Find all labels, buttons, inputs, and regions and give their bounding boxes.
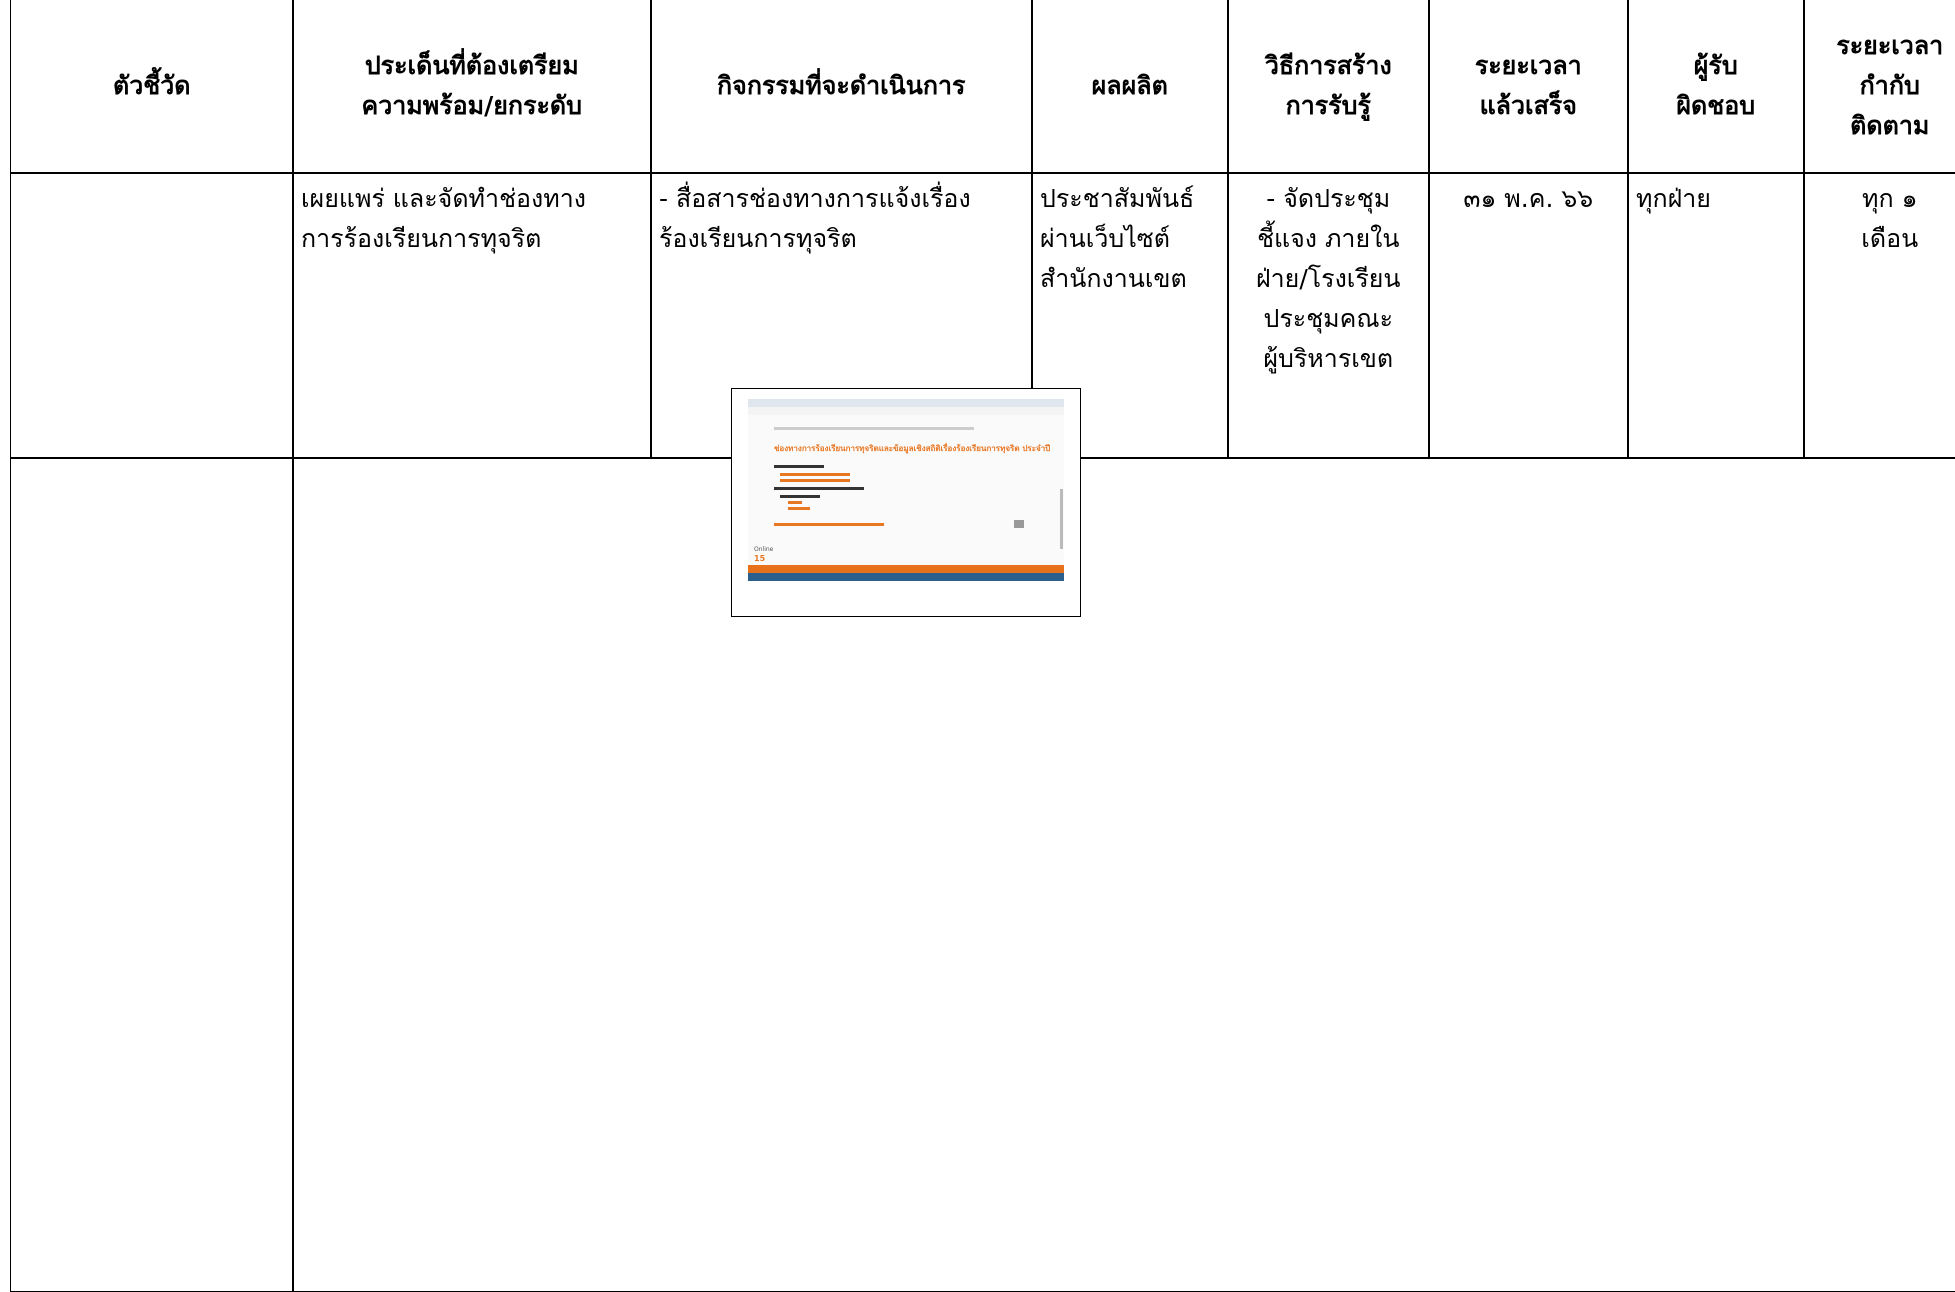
cell-line: ตัวชี้วัด <box>112 70 191 100</box>
cell-line: ผิดชอบ <box>1676 90 1756 120</box>
text-line <box>774 465 824 468</box>
text-line <box>788 501 802 504</box>
cell-line: ทุกฝ่าย <box>1636 184 1711 213</box>
cell-line: การร้องเรียนการทุจริต <box>301 224 542 253</box>
cell-line: ระยะเวลา <box>1836 30 1944 60</box>
header-cell: ประเด็นที่ต้องเตรียมความพร้อม/ยกระดับ <box>292 0 652 174</box>
share-bar <box>774 523 884 526</box>
screenshot-frame <box>748 399 1064 581</box>
cell-line: - จัดประชุม <box>1266 184 1391 213</box>
table-cell: ประชาสัมพันธ์ผ่านเว็บไซต์สำนักงานเขต <box>1031 172 1229 459</box>
cell-line: ผลผลิต <box>1091 70 1168 100</box>
taskbar <box>748 573 1064 581</box>
text-line <box>780 473 850 476</box>
text-line <box>774 487 864 490</box>
header-cell: วิธีการสร้างการรับรู้ <box>1227 0 1430 174</box>
cell-line: ระยะเวลา <box>1474 50 1582 80</box>
cell-line: แล้วเสร็จ <box>1479 90 1577 120</box>
cell-line: วิธีการสร้าง <box>1264 50 1392 80</box>
breadcrumb <box>774 427 974 430</box>
cell-line: ร้องเรียนการทุจริต <box>659 224 857 253</box>
table-cell <box>10 172 294 459</box>
table-cell <box>292 457 1955 1292</box>
text-line <box>780 495 820 498</box>
table-cell: - จัดประชุมชี้แจง ภายในฝ่าย/โรงเรียนประช… <box>1227 172 1430 459</box>
table-cell: - สื่อสารช่องทางการแจ้งเรื่องร้องเรียนกา… <box>650 172 1033 459</box>
cell-line: ทุก ๑ <box>1862 184 1918 213</box>
header-cell: ตัวชี้วัด <box>10 0 294 174</box>
footer-bar <box>748 565 1064 575</box>
scrollbar <box>1060 489 1063 549</box>
header-cell: กิจกรรมที่จะดำเนินการ <box>650 0 1033 174</box>
cell-line: ประชุมคณะ <box>1263 304 1394 333</box>
cell-line: กิจกรรมที่จะดำเนินการ <box>717 70 966 100</box>
header-cell: ระยะเวลาแล้วเสร็จ <box>1428 0 1629 174</box>
cell-line: ติดตาม <box>1850 110 1930 140</box>
cell-line: เดือน <box>1861 224 1919 253</box>
cell-line: ผู้รับ <box>1693 50 1738 80</box>
cell-line: ชี้แจง ภายใน <box>1257 224 1400 253</box>
table-cell <box>10 457 294 1292</box>
cell-line: - สื่อสารช่องทางการแจ้งเรื่อง <box>659 184 971 213</box>
embedded-screenshot: ช่องทางการร้องเรียนการทุจริตและข้อมูลเชิ… <box>731 388 1081 617</box>
text-line <box>788 507 810 510</box>
screenshot-title: ช่องทางการร้องเรียนการทุจริตและข้อมูลเชิ… <box>774 444 1051 453</box>
browser-tabs <box>748 399 1064 407</box>
header-cell: ผลผลิต <box>1031 0 1229 174</box>
header-cell: ระยะเวลากำกับติดตาม <box>1803 0 1955 174</box>
cell-line: เผยแพร่ และจัดทำช่องทาง <box>301 184 586 213</box>
cell-line: สำนักงานเขต <box>1040 264 1187 293</box>
table-cell: ทุกฝ่าย <box>1627 172 1805 459</box>
cell-line: ประชาสัมพันธ์ <box>1040 184 1195 213</box>
cell-line: การรับรู้ <box>1285 90 1371 120</box>
cell-line: ๓๑ พ.ค. ๖๖ <box>1463 184 1594 213</box>
header-cell: ผู้รับผิดชอบ <box>1627 0 1805 174</box>
online-count: 15 <box>754 554 766 563</box>
table-cell: ทุก ๑เดือน <box>1803 172 1955 459</box>
cell-line: ฝ่าย/โรงเรียน <box>1255 264 1401 293</box>
cell-line: ประเด็นที่ต้องเตรียม <box>364 50 579 80</box>
cell-line: ความพร้อม/ยกระดับ <box>361 90 583 120</box>
address-bar <box>748 407 1064 415</box>
table-cell: ๓๑ พ.ค. ๖๖ <box>1428 172 1629 459</box>
online-label: Online <box>754 546 774 553</box>
cell-line: ผู้บริหารเขต <box>1263 344 1394 373</box>
text-line <box>780 479 850 482</box>
table-cell: เผยแพร่ และจัดทำช่องทางการร้องเรียนการทุ… <box>292 172 652 459</box>
cell-line: กำกับ <box>1859 70 1920 100</box>
view-icon <box>1014 520 1024 528</box>
cell-line: ผ่านเว็บไซต์ <box>1040 224 1171 253</box>
